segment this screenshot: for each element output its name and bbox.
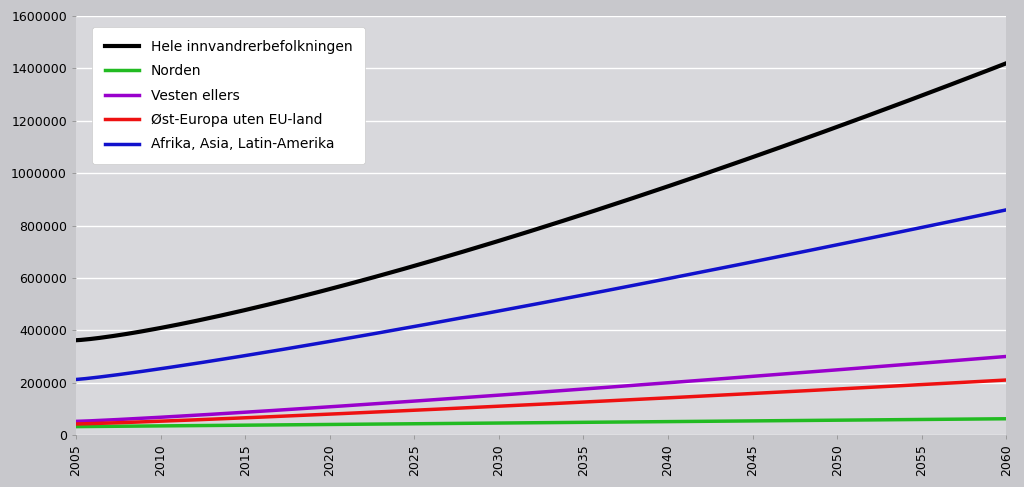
- Line: Hele innvandrerbefolkningen: Hele innvandrerbefolkningen: [76, 63, 1007, 340]
- Afrika, Asia, Latin-Amerika: [70, 376, 82, 382]
- Vesten ellers: [921, 360, 933, 366]
- Norden: [126, 423, 138, 429]
- Line: Norden: Norden: [76, 419, 1007, 427]
- Hele innvandrerbefolkningen: [126, 330, 138, 336]
- Afrika, Asia, Latin-Amerika: [953, 217, 966, 223]
- Afrika, Asia, Latin-Amerika: [108, 373, 120, 378]
- Hele innvandrerbefolkningen: [243, 306, 255, 312]
- Hele innvandrerbefolkningen: [1000, 60, 1013, 66]
- Hele innvandrerbefolkningen: [70, 337, 82, 343]
- Øst-Europa uten EU-land: [243, 415, 255, 421]
- Line: Øst-Europa uten EU-land: Øst-Europa uten EU-land: [76, 380, 1007, 424]
- Norden: [921, 416, 933, 422]
- Øst-Europa uten EU-land: [126, 419, 138, 425]
- Vesten ellers: [108, 417, 120, 423]
- Hele innvandrerbefolkningen: [317, 288, 330, 294]
- Legend: Hele innvandrerbefolkningen, Norden, Vesten ellers, Øst-Europa uten EU-land, Afr: Hele innvandrerbefolkningen, Norden, Ves…: [92, 27, 365, 164]
- Vesten ellers: [70, 418, 82, 424]
- Vesten ellers: [1000, 354, 1013, 359]
- Hele innvandrerbefolkningen: [953, 78, 966, 84]
- Hele innvandrerbefolkningen: [108, 333, 120, 339]
- Norden: [953, 416, 966, 422]
- Norden: [1000, 416, 1013, 422]
- Afrika, Asia, Latin-Amerika: [921, 224, 933, 229]
- Afrika, Asia, Latin-Amerika: [126, 370, 138, 375]
- Line: Afrika, Asia, Latin-Amerika: Afrika, Asia, Latin-Amerika: [76, 210, 1007, 379]
- Norden: [317, 422, 330, 428]
- Øst-Europa uten EU-land: [317, 412, 330, 417]
- Afrika, Asia, Latin-Amerika: [1000, 207, 1013, 213]
- Øst-Europa uten EU-land: [953, 380, 966, 386]
- Vesten ellers: [317, 404, 330, 410]
- Vesten ellers: [953, 357, 966, 363]
- Norden: [243, 422, 255, 428]
- Line: Vesten ellers: Vesten ellers: [76, 356, 1007, 421]
- Norden: [70, 424, 82, 430]
- Øst-Europa uten EU-land: [108, 420, 120, 426]
- Vesten ellers: [126, 416, 138, 422]
- Øst-Europa uten EU-land: [70, 421, 82, 427]
- Øst-Europa uten EU-land: [921, 381, 933, 387]
- Hele innvandrerbefolkningen: [921, 91, 933, 96]
- Øst-Europa uten EU-land: [1000, 377, 1013, 383]
- Vesten ellers: [243, 409, 255, 415]
- Afrika, Asia, Latin-Amerika: [317, 339, 330, 345]
- Afrika, Asia, Latin-Amerika: [243, 352, 255, 358]
- Norden: [108, 423, 120, 429]
